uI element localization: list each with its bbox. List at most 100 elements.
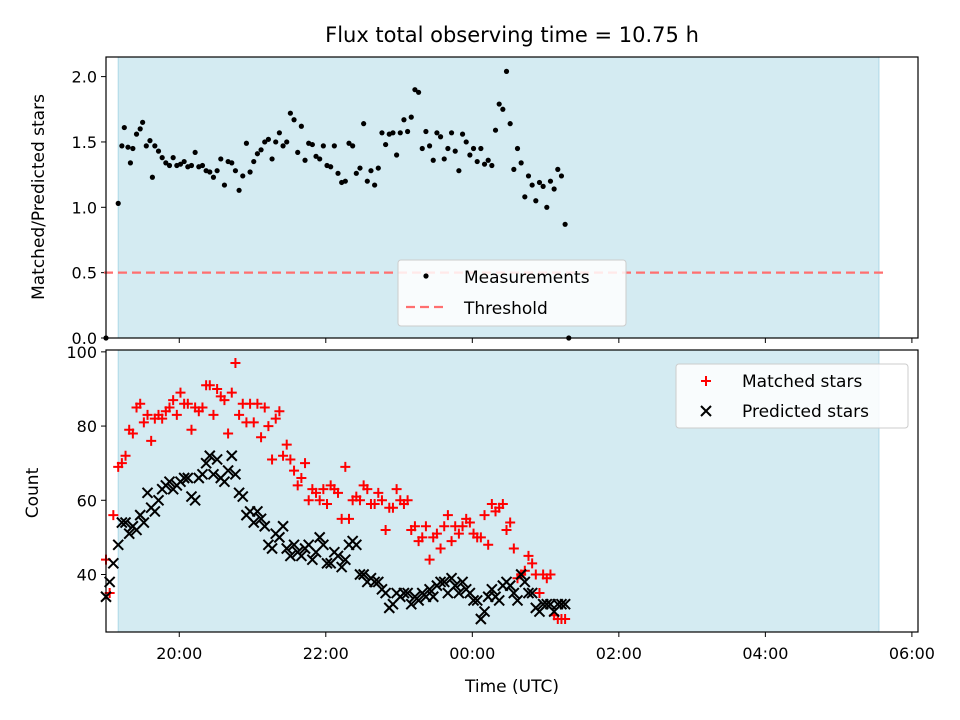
- measurement-point: [507, 121, 513, 127]
- measurement-point: [514, 145, 521, 152]
- predicted-star-point: [134, 509, 146, 521]
- predicted-star-point: [149, 505, 161, 518]
- matched-star-point: [256, 432, 267, 443]
- measurement-point: [346, 140, 352, 146]
- predicted-star-point: [423, 583, 436, 596]
- predicted-star-point: [152, 494, 165, 506]
- measurement-point: [445, 145, 451, 152]
- predicted-star-point: [486, 583, 498, 596]
- matched-star-point: [380, 524, 391, 535]
- predicted-star-point: [471, 594, 483, 607]
- matched-star-point: [497, 498, 508, 509]
- y-tick-label: 1.5: [72, 133, 97, 152]
- measurement-point: [551, 186, 557, 192]
- predicted-star-point: [200, 457, 212, 469]
- predicted-star-point: [522, 587, 535, 599]
- predicted-star-point: [526, 587, 538, 599]
- measurement-point: [214, 168, 220, 174]
- measurement-point: [262, 139, 268, 145]
- measurement-point: [177, 161, 184, 167]
- predicted-star-point: [478, 605, 491, 618]
- measurement-point: [478, 145, 484, 152]
- matched-star-point: [234, 409, 245, 420]
- matched-star-point: [267, 454, 278, 465]
- matched-star-point: [369, 498, 380, 509]
- y-tick-label: 0.0: [72, 329, 97, 348]
- measurement-point: [143, 143, 149, 149]
- matched-star-point: [186, 424, 197, 435]
- measurement-point: [280, 143, 286, 149]
- measurement-point: [130, 145, 136, 152]
- matched-star-point: [296, 473, 307, 484]
- matched-star-point: [527, 558, 538, 569]
- measurement-point: [317, 156, 323, 162]
- matched-star-point: [439, 521, 450, 532]
- matched-star-point: [142, 409, 153, 420]
- predicted-star-point: [438, 576, 450, 588]
- matched-star-point: [219, 395, 230, 406]
- measurement-point: [364, 178, 370, 184]
- measurement-point: [188, 162, 195, 169]
- predicted-star-point: [339, 553, 352, 566]
- measurement-point: [313, 153, 319, 159]
- measurement-point: [192, 149, 198, 156]
- measurement-point: [342, 178, 348, 184]
- legend-threshold-label: Threshold: [463, 299, 548, 319]
- measurement-point: [405, 128, 411, 135]
- matched-star-point: [135, 398, 146, 409]
- matched-star-point: [318, 484, 329, 495]
- measurement-point: [232, 168, 239, 174]
- matched-star-point: [417, 532, 428, 543]
- x-tick-label: 04:00: [742, 644, 788, 663]
- matched-star-point: [164, 402, 175, 413]
- predicted-star-point: [511, 594, 524, 607]
- legend-box: [397, 259, 627, 327]
- predicted-star-point: [182, 472, 194, 484]
- measurement-point: [430, 157, 436, 163]
- predicted-star-point: [475, 613, 487, 625]
- matched-star-point: [274, 406, 285, 417]
- predicted-star-point: [259, 520, 271, 532]
- matched-star-point: [270, 413, 281, 424]
- measurement-point: [328, 164, 334, 170]
- measurement-point: [309, 141, 315, 148]
- measurement-point: [467, 152, 473, 158]
- legend-measurements-label: Measurements: [464, 268, 590, 288]
- matched-star-point: [483, 539, 494, 550]
- measurement-point: [529, 182, 535, 188]
- predicted-star-point: [218, 476, 231, 488]
- measurement-point: [170, 155, 176, 161]
- measurement-point: [276, 130, 282, 136]
- predicted-star-point: [107, 557, 120, 570]
- measurement-point: [456, 168, 462, 174]
- measurement-point: [199, 162, 206, 169]
- predicted-star-point: [207, 468, 220, 481]
- measurement-point: [536, 179, 543, 186]
- predicted-star-point: [317, 539, 330, 551]
- predicted-star-point: [335, 561, 348, 573]
- matched-star-point: [212, 383, 223, 394]
- legend-measurements-marker: [423, 273, 429, 279]
- predicted-star-point: [398, 587, 410, 599]
- measurement-point: [372, 182, 378, 188]
- measurement-point: [412, 87, 418, 93]
- measurement-point: [140, 119, 146, 125]
- predicted-star-point: [237, 490, 249, 503]
- measurement-point: [474, 158, 480, 165]
- matched-star-point: [560, 614, 571, 625]
- matched-star-point: [446, 536, 457, 547]
- measurement-point: [489, 162, 495, 169]
- matched-star-point: [391, 484, 402, 495]
- plot-frame: [105, 56, 919, 339]
- x-axis-label: Time (UTC): [464, 677, 559, 697]
- predicted-star-point: [519, 576, 531, 588]
- measurement-point: [555, 166, 561, 172]
- measurement-point: [350, 143, 356, 149]
- y-tick-label: 80: [77, 417, 97, 436]
- matched-star-point: [157, 413, 168, 424]
- bottom-y-axis-label: Count: [23, 467, 43, 518]
- matched-star-point: [420, 521, 431, 532]
- matched-star-point: [508, 543, 519, 554]
- predicted-star-point: [493, 594, 505, 607]
- matched-star-point: [127, 428, 138, 439]
